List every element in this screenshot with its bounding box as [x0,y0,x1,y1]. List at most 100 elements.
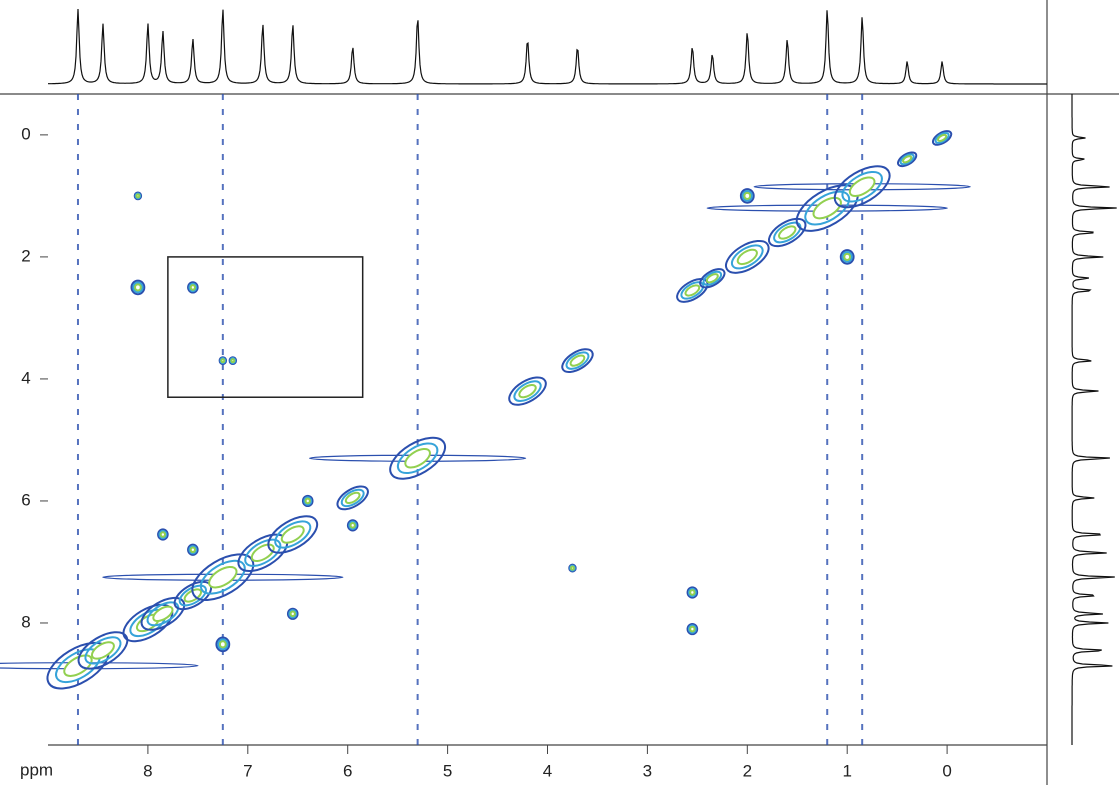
contour-level [931,130,953,146]
contour-level [705,273,719,284]
peak [301,494,314,508]
peak [286,607,299,620]
contour-level [508,376,547,406]
contour-level [848,176,876,197]
contour-level [280,525,305,544]
contour-level [274,520,312,549]
contour-level [303,496,313,506]
contour-level [152,605,174,622]
contour-level [565,351,590,370]
x-tick-label: 6 [343,761,352,780]
contour-level [349,522,356,529]
contour-level [680,281,705,300]
peak [839,249,855,265]
contour-level [84,636,122,665]
contour-level [741,189,753,202]
contour-level [289,610,296,618]
contour-level [344,491,361,505]
peak [130,279,146,296]
contour-level [569,354,586,367]
y-tick-label: 6 [21,490,30,509]
contour-level [90,641,115,660]
contour-level [188,545,198,555]
contour-level [570,565,575,571]
peak [768,217,807,248]
contour-level [250,543,275,563]
contour-level [686,586,699,599]
peak [215,636,231,653]
contour-level [841,170,883,203]
contour-level [187,281,199,294]
x-tick-label: 2 [743,761,752,780]
contour-level [804,190,851,226]
contour-level [218,640,227,649]
contour-level [902,155,913,164]
contour-level [686,622,699,636]
contour-level [768,217,807,248]
contour-level [288,609,298,619]
contour-level [132,281,144,294]
contour-level [157,528,169,541]
x-tick-label: 3 [643,761,652,780]
contour-level [689,625,696,633]
peak [237,533,289,573]
peak [568,563,577,573]
x-tick-label: 4 [543,761,552,780]
contour-level [687,587,697,598]
contour-level [743,191,752,200]
y-tick-label: 8 [21,612,30,631]
contour-level [730,244,764,270]
contour-level [897,151,918,168]
contour-level [684,284,701,297]
y-tick-label: 4 [21,368,30,387]
contour-level [189,546,197,554]
contour-level [244,538,282,567]
contour-level [833,165,891,209]
peak [686,622,699,636]
peak [931,130,953,146]
peak [346,519,359,532]
contour-level [561,348,594,374]
contour-level [736,248,758,266]
peak [686,586,699,599]
contour-level [389,436,447,480]
peak [724,239,770,274]
contour-level [346,519,359,532]
contour-level [230,358,236,364]
contour-level [286,607,299,620]
contour-level [934,132,950,144]
contour-level [702,270,723,286]
peak [133,191,143,201]
contour-level [689,589,696,596]
contour-level [188,282,198,293]
contour-level [839,249,855,265]
contour-level [699,268,726,289]
projection-top [48,8,1047,85]
contour-level [899,153,915,166]
peak [187,543,199,556]
contour-level [140,596,186,631]
peak [140,596,186,631]
contour-level [739,188,755,204]
contour-level [348,520,358,531]
contour-level [130,279,146,296]
contour-level [215,636,231,653]
x-axis-label: ppm [20,760,53,779]
peak [508,376,547,406]
contour-level [843,252,852,261]
contour-level [220,358,226,364]
contour-level [267,515,319,554]
peak [157,528,169,541]
peak [389,436,447,480]
contour-level [340,488,365,508]
peak [561,348,594,374]
contour-level [146,601,180,627]
contour-level [396,442,439,475]
peak [187,281,199,294]
peak [676,278,709,303]
peak [897,151,918,168]
contour-level [135,193,141,199]
y-tick-label: 0 [21,124,30,143]
peak [218,356,228,366]
